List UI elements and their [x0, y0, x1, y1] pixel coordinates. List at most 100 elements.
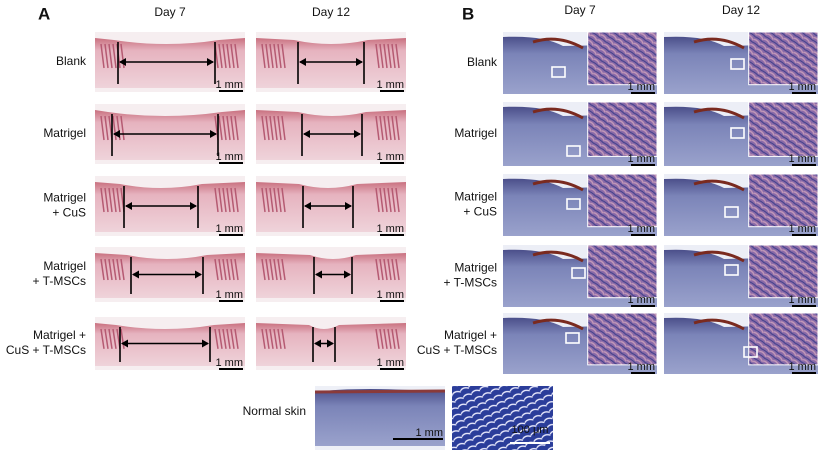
follicle	[234, 43, 239, 69]
follicle	[281, 187, 286, 213]
follicle	[379, 43, 384, 69]
scale-bar-label: 1 mm	[216, 289, 244, 301]
follicle	[379, 258, 384, 281]
follicle	[277, 258, 282, 281]
scale-bar-label: 1 mm	[377, 151, 405, 163]
follicle	[265, 187, 270, 213]
follicle	[214, 258, 219, 281]
row-label: Matrigel	[454, 261, 497, 275]
follicle	[222, 258, 227, 281]
follicle	[375, 115, 380, 141]
scale-bar-label: 1 mm	[377, 357, 405, 369]
follicle	[261, 115, 266, 141]
scale-bar-label: 1 mm	[216, 223, 244, 235]
region-box	[571, 267, 586, 279]
follicle	[395, 115, 400, 141]
follicle	[104, 43, 109, 69]
scale-bar-label: 1 mm	[628, 223, 656, 235]
scab	[693, 179, 745, 192]
follicle	[234, 258, 239, 281]
tissue	[95, 182, 245, 232]
follicle	[112, 258, 117, 281]
follicle	[100, 258, 105, 281]
epidermis	[314, 389, 446, 394]
region-box	[551, 66, 566, 78]
row-label: Matrigel	[454, 190, 497, 204]
follicle	[226, 328, 231, 349]
tissue	[256, 38, 406, 88]
follicle	[218, 43, 223, 69]
follicle	[395, 43, 400, 69]
follicle	[395, 328, 400, 349]
follicle	[391, 115, 396, 141]
follicle	[222, 43, 227, 69]
tissue	[95, 253, 245, 298]
follicle	[273, 258, 278, 281]
magnified-inset	[587, 31, 658, 86]
scale-bar-label: 1 mm	[377, 79, 405, 91]
follicle	[230, 187, 235, 213]
follicle	[261, 187, 266, 213]
follicle	[379, 328, 384, 349]
follicle	[226, 115, 231, 141]
row-label: + T-MSCs	[33, 274, 86, 288]
follicle	[269, 43, 274, 69]
follicle	[281, 43, 286, 69]
follicle	[261, 258, 266, 281]
tissue	[256, 110, 406, 160]
region-box	[730, 58, 745, 70]
follicle	[104, 328, 109, 349]
follicle	[281, 328, 286, 349]
follicle	[265, 43, 270, 69]
follicle	[383, 258, 388, 281]
tissue	[95, 323, 245, 366]
arrow-head	[314, 339, 334, 348]
follicle	[261, 328, 266, 349]
scale-bar-label: 1 mm	[628, 294, 656, 306]
magnified-inset	[587, 173, 658, 228]
follicle	[395, 187, 400, 213]
row-label: + CuS	[52, 206, 86, 220]
magnified-inset	[748, 312, 819, 366]
region-box	[724, 264, 739, 276]
scale-bar-label: 1 mm	[216, 357, 244, 369]
follicle	[269, 328, 274, 349]
follicle	[387, 258, 392, 281]
follicle	[234, 187, 239, 213]
tissue	[95, 110, 245, 160]
follicle	[265, 328, 270, 349]
follicle	[281, 258, 286, 281]
column-header: Day 7	[154, 5, 186, 19]
row-label: CuS + T-MSCs	[417, 343, 497, 357]
row-label: + CuS	[463, 205, 497, 219]
row-label: Normal skin	[243, 404, 306, 418]
follicle	[273, 328, 278, 349]
tissue	[95, 38, 245, 88]
follicle	[226, 187, 231, 213]
follicle	[120, 328, 125, 349]
scale-bar-label: 1 mm	[789, 361, 817, 373]
arrow-head	[303, 130, 361, 138]
row-label: Matrigel	[454, 126, 497, 140]
follicle	[120, 115, 125, 141]
follicle	[277, 328, 282, 349]
follicle	[379, 187, 384, 213]
scale-bar-label: 100 μm	[512, 424, 549, 436]
scab	[532, 318, 584, 331]
follicle	[277, 115, 282, 141]
scale-bar-label: 1 mm	[377, 223, 405, 235]
follicle	[214, 328, 219, 349]
follicle	[222, 115, 227, 141]
scab	[532, 107, 584, 120]
region-box	[566, 198, 581, 210]
follicle	[383, 328, 388, 349]
region-box	[565, 332, 580, 344]
follicle	[375, 258, 380, 281]
follicle	[104, 187, 109, 213]
follicle	[269, 258, 274, 281]
follicle	[112, 115, 117, 141]
scale-bar-label: 1 mm	[628, 153, 656, 165]
tissue	[256, 182, 406, 232]
row-label: + T-MSCs	[444, 276, 497, 290]
arrow-head	[132, 270, 202, 279]
